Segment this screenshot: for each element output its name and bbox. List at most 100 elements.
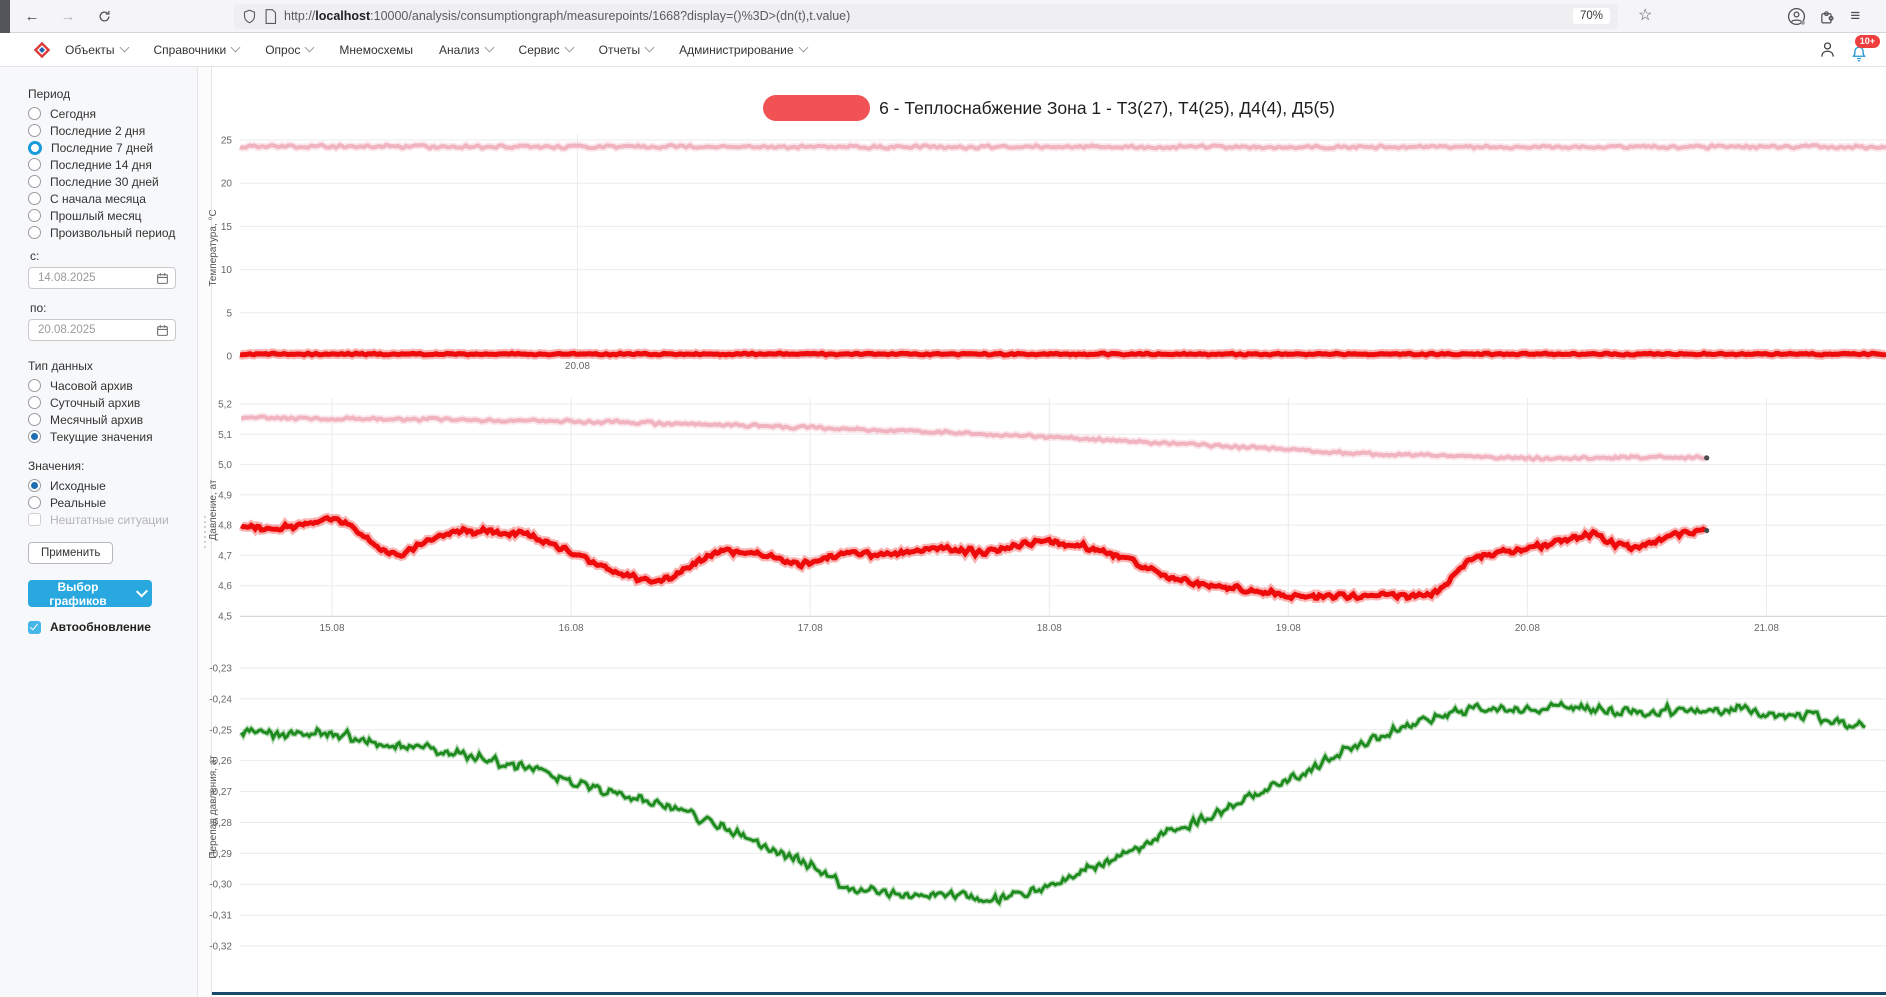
radio-label: Прошлый месяц [50, 208, 142, 223]
url-text[interactable]: http://localhost:10000/analysis/consumpt… [284, 9, 851, 23]
radio-selected[interactable] [28, 140, 42, 155]
menu-item-label: Анализ [439, 42, 480, 57]
period-option-7[interactable]: Произвольный период [28, 224, 189, 241]
menu-item-8[interactable]: Администрирование [679, 42, 809, 57]
period-option-1[interactable]: Последние 2 дня [28, 122, 189, 139]
radio-unselected[interactable] [28, 124, 41, 137]
data-type-option-3[interactable]: Текущие значения [28, 428, 189, 445]
period-options: Сегодня Последние 2 дня Последние 7 дней По… [28, 105, 189, 241]
radio-selected[interactable] [28, 479, 41, 492]
period-option-6[interactable]: Прошлый месяц [28, 207, 189, 224]
chevron-down-icon [644, 42, 655, 53]
menu-item-label: Администрирование [679, 42, 794, 57]
graph-selection-label: Выбор графиков [49, 579, 107, 608]
menu-icon[interactable]: ≡ [1850, 6, 1861, 25]
data-type-option-0[interactable]: Часовой архив [28, 377, 189, 394]
menu-item-label: Справочники [153, 42, 227, 57]
radio-label: Часовой архив [50, 378, 133, 393]
values-options: Исходные Реальные [28, 477, 189, 511]
date-to-value: 20.08.2025 [38, 324, 96, 336]
radio-selected[interactable] [28, 430, 41, 443]
radio-label: Исходные [50, 478, 106, 493]
app-logo [33, 41, 51, 59]
checkbox-checked[interactable] [28, 620, 41, 634]
menu-item-4[interactable]: Мнемосхемы [339, 43, 413, 57]
radio-unselected[interactable] [28, 396, 41, 409]
chevron-down-icon [119, 42, 129, 53]
calendar-icon[interactable] [156, 272, 169, 285]
radio-label: Последние 7 дней [51, 140, 154, 155]
sidebar: Период Сегодня Последние 2 дня Последние 7… [0, 67, 198, 997]
period-option-3[interactable]: Последние 14 дня [28, 156, 189, 173]
menu-item-2[interactable]: Справочники [153, 42, 241, 57]
autoupdate-toggle[interactable]: Автообновление [28, 620, 189, 634]
navbar-right: 10+ [1819, 34, 1880, 65]
calendar-icon[interactable] [156, 324, 169, 337]
page-info-icon[interactable] [264, 8, 277, 24]
account-icon[interactable] [1787, 7, 1806, 26]
data-type-options: Часовой архив Суточный архив Месячный архи… [28, 377, 189, 445]
chevron-down-icon [304, 42, 315, 53]
data-type-option-2[interactable]: Месячный архив [28, 411, 189, 428]
bell-icon [1852, 46, 1866, 61]
values-label: Значения: [28, 459, 85, 473]
menu-item-label: Сервис [518, 42, 560, 57]
values-option-1[interactable]: Реальные [28, 494, 189, 511]
menu-item-1[interactable]: Объекты [65, 42, 129, 57]
chevron-down-icon [798, 42, 809, 53]
date-from-label: с: [30, 249, 40, 263]
radio-label: Реальные [50, 495, 107, 510]
radio-unselected[interactable] [28, 107, 41, 120]
menu-item-6[interactable]: Сервис [518, 42, 575, 57]
browser-back-button[interactable]: ← [18, 4, 46, 28]
charts-area: 6 - Теплоснабжение Зона 1 - Т3(27), Т4(2… [212, 67, 1886, 997]
chart-title: 6 - Теплоснабжение Зона 1 - Т3(27), Т4(2… [879, 97, 1335, 118]
menu-item-5[interactable]: Анализ [439, 42, 494, 57]
radio-label: Последние 14 дня [50, 157, 152, 172]
checkbox-label: Нештатные ситуации [50, 512, 169, 527]
date-to-label: по: [30, 301, 47, 315]
extensions-icon[interactable] [1819, 8, 1836, 25]
shield-icon[interactable] [242, 9, 257, 24]
radio-unselected[interactable] [28, 192, 41, 205]
chevron-down-icon [230, 42, 241, 53]
apply-button[interactable]: Применить [28, 542, 114, 564]
radio-unselected[interactable] [28, 496, 41, 509]
menu-item-label: Объекты [65, 42, 115, 57]
sidebar-splitter[interactable] [198, 67, 212, 997]
menu-item-7[interactable]: Отчеты [599, 42, 655, 57]
radio-unselected[interactable] [28, 209, 41, 222]
user-icon[interactable] [1819, 40, 1836, 59]
bookmark-star-icon[interactable]: ☆ [1632, 7, 1658, 25]
date-from-input[interactable]: 14.08.2025 [28, 267, 176, 289]
content: Период Сегодня Последние 2 дня Последние 7… [0, 67, 1886, 997]
radio-unselected[interactable] [28, 226, 41, 239]
chevron-down-icon [564, 42, 575, 53]
checkbox-unchecked[interactable] [28, 513, 41, 526]
data-type-label: Тип данных [28, 359, 93, 373]
period-option-0[interactable]: Сегодня [28, 105, 189, 122]
radio-label: Последние 2 дня [50, 123, 146, 138]
zoom-level-badge[interactable]: 70% [1572, 8, 1610, 24]
period-option-4[interactable]: Последние 30 дней [28, 173, 189, 190]
data-type-option-1[interactable]: Суточный архив [28, 394, 189, 411]
notifications-bell[interactable]: 10+ [1848, 34, 1880, 65]
date-to-input[interactable]: 20.08.2025 [28, 319, 176, 341]
radio-unselected[interactable] [28, 379, 41, 392]
abnormal-situations-checkbox[interactable]: Нештатные ситуации [28, 511, 189, 528]
period-option-2[interactable]: Последние 7 дней [28, 139, 189, 156]
browser-reload-button[interactable] [90, 4, 118, 28]
chevron-down-icon [135, 585, 149, 598]
radio-unselected[interactable] [28, 175, 41, 188]
radio-unselected[interactable] [28, 413, 41, 426]
graph-selection-button[interactable]: Выбор графиков [28, 579, 152, 608]
period-option-5[interactable]: С начала месяца [28, 190, 189, 207]
menu-item-3[interactable]: Опрос [265, 42, 315, 57]
radio-unselected[interactable] [28, 158, 41, 171]
period-label: Период [28, 87, 71, 101]
radio-label: С начала месяца [50, 191, 146, 206]
url-bar[interactable]: http://localhost:10000/analysis/consumpt… [234, 3, 1618, 29]
menu-item-label: Опрос [265, 42, 301, 57]
values-option-0[interactable]: Исходные [28, 477, 189, 494]
browser-forward-button[interactable]: → [54, 4, 82, 28]
